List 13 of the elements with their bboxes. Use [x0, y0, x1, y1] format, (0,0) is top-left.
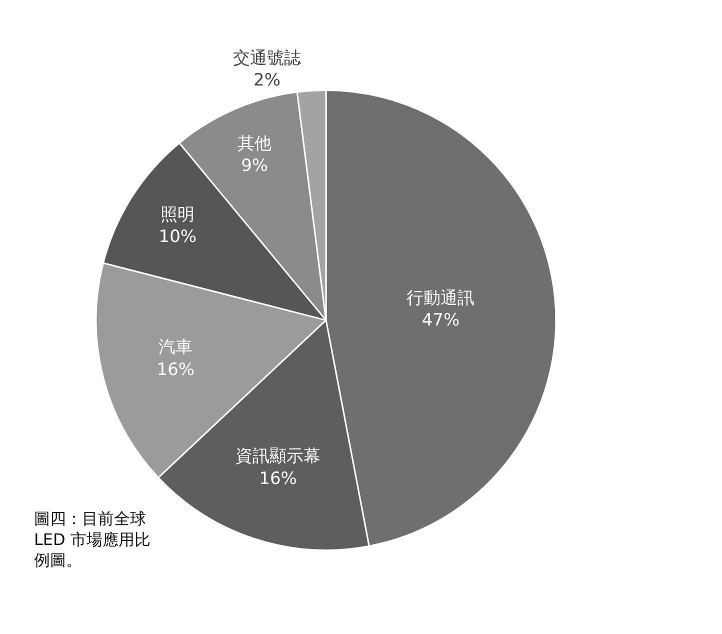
- data-label: 16%: [259, 468, 297, 489]
- slice-label: 照明: [160, 204, 195, 225]
- data-label: 9%: [241, 156, 268, 176]
- text: 圖四：目前全球LED 市場應用比例圖。: [34, 509, 150, 570]
- slice-label: 交通號誌: [233, 48, 302, 69]
- data-label: 10%: [158, 227, 197, 248]
- slice-label: 汽車: [158, 338, 193, 358]
- data-label: 2%: [254, 70, 281, 91]
- slice-label: 行動通訊: [406, 288, 475, 308]
- data-label: 47%: [422, 310, 460, 330]
- slice-label: 其他: [238, 134, 272, 154]
- slice-label: 資訊顯示幕: [236, 446, 321, 467]
- data-label: 16%: [156, 360, 195, 380]
